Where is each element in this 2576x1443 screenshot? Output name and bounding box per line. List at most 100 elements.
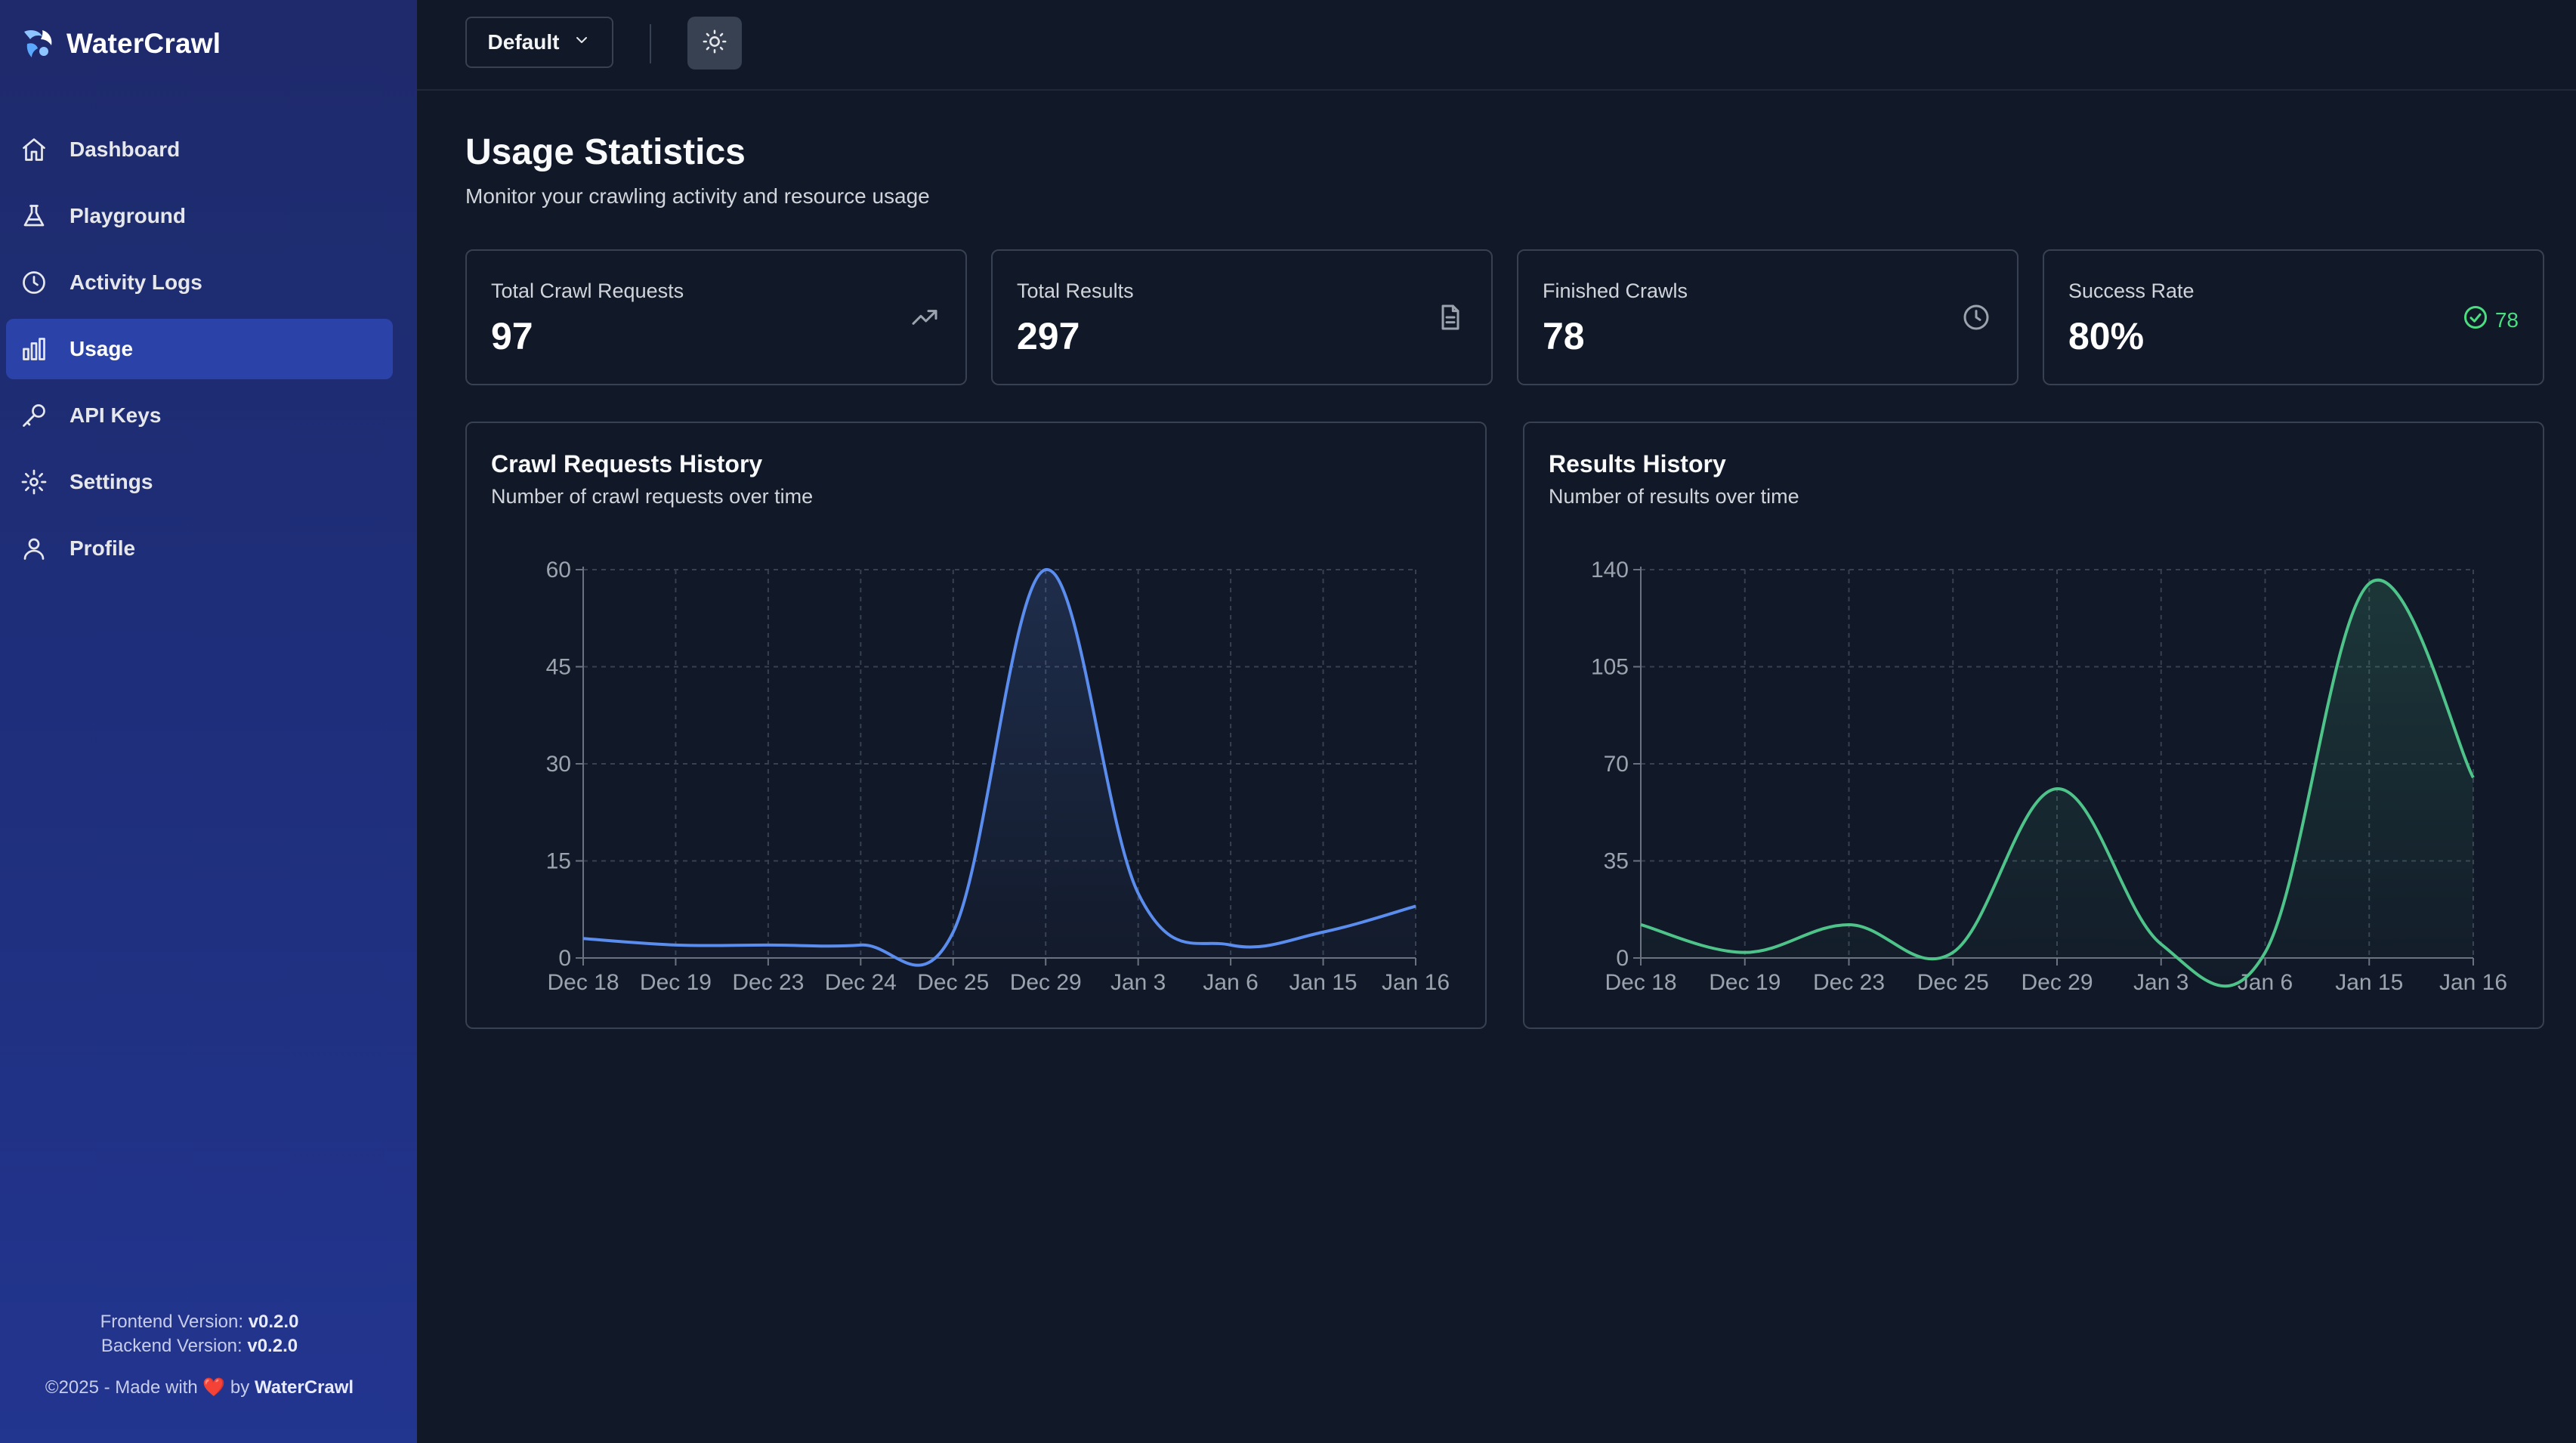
chart-subtitle: Number of crawl requests over time — [491, 485, 814, 508]
y-tick-label: 105 — [1591, 655, 1629, 680]
success-badge: 78 — [2462, 304, 2519, 336]
stat-value: 97 — [491, 315, 533, 357]
stat-label: Success Rate — [2068, 280, 2195, 302]
stat-card-total-crawl-requests: Total Crawl Requests 97 — [465, 249, 967, 385]
stat-label: Finished Crawls — [1543, 280, 1688, 302]
sidebar-item-profile[interactable]: Profile — [6, 518, 393, 579]
stat-label: Total Crawl Requests — [491, 280, 684, 302]
y-tick-label: 45 — [546, 655, 571, 680]
page-subtitle: Monitor your crawling activity and resou… — [465, 184, 930, 208]
copyright-brand-link[interactable]: WaterCrawl — [254, 1377, 354, 1398]
success-badge-count: 78 — [2494, 307, 2519, 332]
home-icon — [20, 135, 48, 164]
x-tick-label: Dec 23 — [732, 970, 804, 995]
x-tick-label: Jan 16 — [2439, 970, 2507, 995]
series-line — [582, 567, 1416, 967]
y-tick-label: 70 — [1604, 752, 1629, 777]
stat-card-finished-crawls: Finished Crawls 78 — [1517, 249, 2018, 385]
page-title: Usage Statistics — [465, 132, 746, 172]
sidebar: WaterCrawl Dashboard Playground Activity… — [0, 0, 417, 1443]
toolbar-divider — [650, 24, 651, 63]
sun-icon — [702, 29, 727, 58]
check-circle-icon — [2462, 304, 2489, 336]
app-name: WaterCrawl — [66, 28, 221, 59]
team-select[interactable]: Default — [465, 17, 613, 68]
sidebar-item-label: Playground — [69, 204, 187, 227]
frontend-version-label: Frontend Version: — [100, 1312, 244, 1332]
app-logo[interactable]: WaterCrawl — [20, 26, 221, 62]
crawl-requests-chart: 0 15 30 45 60 Dec 18 Dec 19 Dec 23 Dec 24 Dec 25 D… — [546, 558, 1450, 995]
sidebar-item-label: Activity Logs — [69, 270, 202, 294]
y-tick-label: 60 — [546, 558, 571, 582]
y-tick-label: 15 — [546, 849, 571, 874]
stat-card-success-rate: Success Rate 80% 78 — [2043, 249, 2544, 385]
series-line — [1640, 579, 2475, 988]
theme-toggle-button[interactable] — [687, 17, 742, 70]
sidebar-item-api-keys[interactable]: API Keys — [6, 385, 393, 446]
x-tick-label: Dec 23 — [1813, 970, 1885, 995]
x-tick-label: Dec 24 — [825, 970, 897, 995]
copyright-text: ©2025 - Made with — [45, 1377, 198, 1398]
x-tick-label: Dec 25 — [917, 970, 989, 995]
stat-value: 80% — [2068, 315, 2145, 357]
sidebar-item-activity-logs[interactable]: Activity Logs — [6, 252, 393, 313]
copyright-by: by — [230, 1377, 250, 1398]
x-tick-label: Dec 19 — [640, 970, 712, 995]
heart-icon: ❤️ — [202, 1377, 226, 1398]
chart-card-results: Results History Number of results over t… — [1523, 422, 2544, 1029]
x-tick-label: Dec 29 — [2021, 970, 2093, 995]
sidebar-item-label: API Keys — [69, 403, 162, 427]
sidebar-item-dashboard[interactable]: Dashboard — [6, 119, 393, 180]
chevron-down-icon — [573, 30, 591, 54]
x-tick-label: Jan 3 — [1110, 970, 1166, 995]
clock-icon — [20, 268, 48, 297]
x-tick-label: Jan 6 — [1203, 970, 1258, 995]
stat-value: 78 — [1543, 315, 1585, 357]
backend-version-value: v0.2.0 — [247, 1336, 298, 1356]
watercrawl-logo-icon — [20, 26, 56, 62]
x-tick-label: Jan 15 — [2335, 970, 2403, 995]
backend-version: Backend Version: v0.2.0 — [0, 1334, 399, 1358]
results-chart: 0 35 70 105 140 Dec 18 Dec 19 Dec 23 Dec 25 Dec 2… — [1591, 558, 2507, 995]
x-tick-label: Dec 25 — [1917, 970, 1989, 995]
series-area — [1641, 579, 2473, 987]
key-icon — [20, 401, 48, 430]
chart-card-crawl-requests: Crawl Requests History Number of crawl r… — [465, 422, 1487, 1029]
x-tick-label: Jan 3 — [2133, 970, 2188, 995]
top-bar: Default — [417, 0, 2576, 91]
copyright: ©2025 - Made with ❤️ by WaterCrawl — [0, 1377, 399, 1398]
x-tick-label: Dec 29 — [1010, 970, 1082, 995]
y-tick-label: 30 — [546, 752, 571, 777]
x-tick-label: Dec 18 — [1605, 970, 1676, 995]
x-tick-label: Jan 16 — [1382, 970, 1450, 995]
stat-label: Total Results — [1017, 280, 1134, 302]
team-select-value: Default — [487, 30, 560, 54]
trending-up-icon — [910, 302, 940, 332]
sidebar-item-usage[interactable]: Usage — [6, 319, 393, 379]
x-tick-label: Dec 18 — [547, 970, 619, 995]
sidebar-item-settings[interactable]: Settings — [6, 452, 393, 512]
flask-icon — [20, 202, 48, 230]
chart-subtitle: Number of results over time — [1549, 485, 1799, 508]
user-icon — [20, 534, 48, 563]
x-tick-label: Jan 15 — [1290, 970, 1357, 995]
backend-version-label: Backend Version: — [100, 1336, 242, 1356]
file-icon — [1435, 302, 1466, 332]
y-tick-label: 0 — [1616, 946, 1629, 971]
sidebar-nav: Dashboard Playground Activity Logs Usage… — [6, 119, 393, 585]
y-tick-label: 140 — [1591, 558, 1629, 582]
sidebar-item-label: Profile — [69, 536, 136, 560]
frontend-version: Frontend Version: v0.2.0 — [0, 1310, 399, 1334]
version-info: Frontend Version: v0.2.0 Backend Version… — [0, 1310, 399, 1358]
chart-title: Crawl Requests History — [491, 450, 763, 477]
sidebar-item-playground[interactable]: Playground — [6, 186, 393, 246]
sidebar-item-label: Settings — [69, 470, 153, 493]
sidebar-item-label: Usage — [69, 337, 134, 360]
series-area — [583, 569, 1416, 966]
y-tick-label: 0 — [558, 946, 571, 971]
sidebar-item-label: Dashboard — [69, 138, 181, 161]
gear-icon — [20, 468, 48, 496]
chart-title: Results History — [1549, 450, 1726, 477]
y-tick-label: 35 — [1604, 849, 1629, 874]
frontend-version-value: v0.2.0 — [248, 1312, 299, 1332]
